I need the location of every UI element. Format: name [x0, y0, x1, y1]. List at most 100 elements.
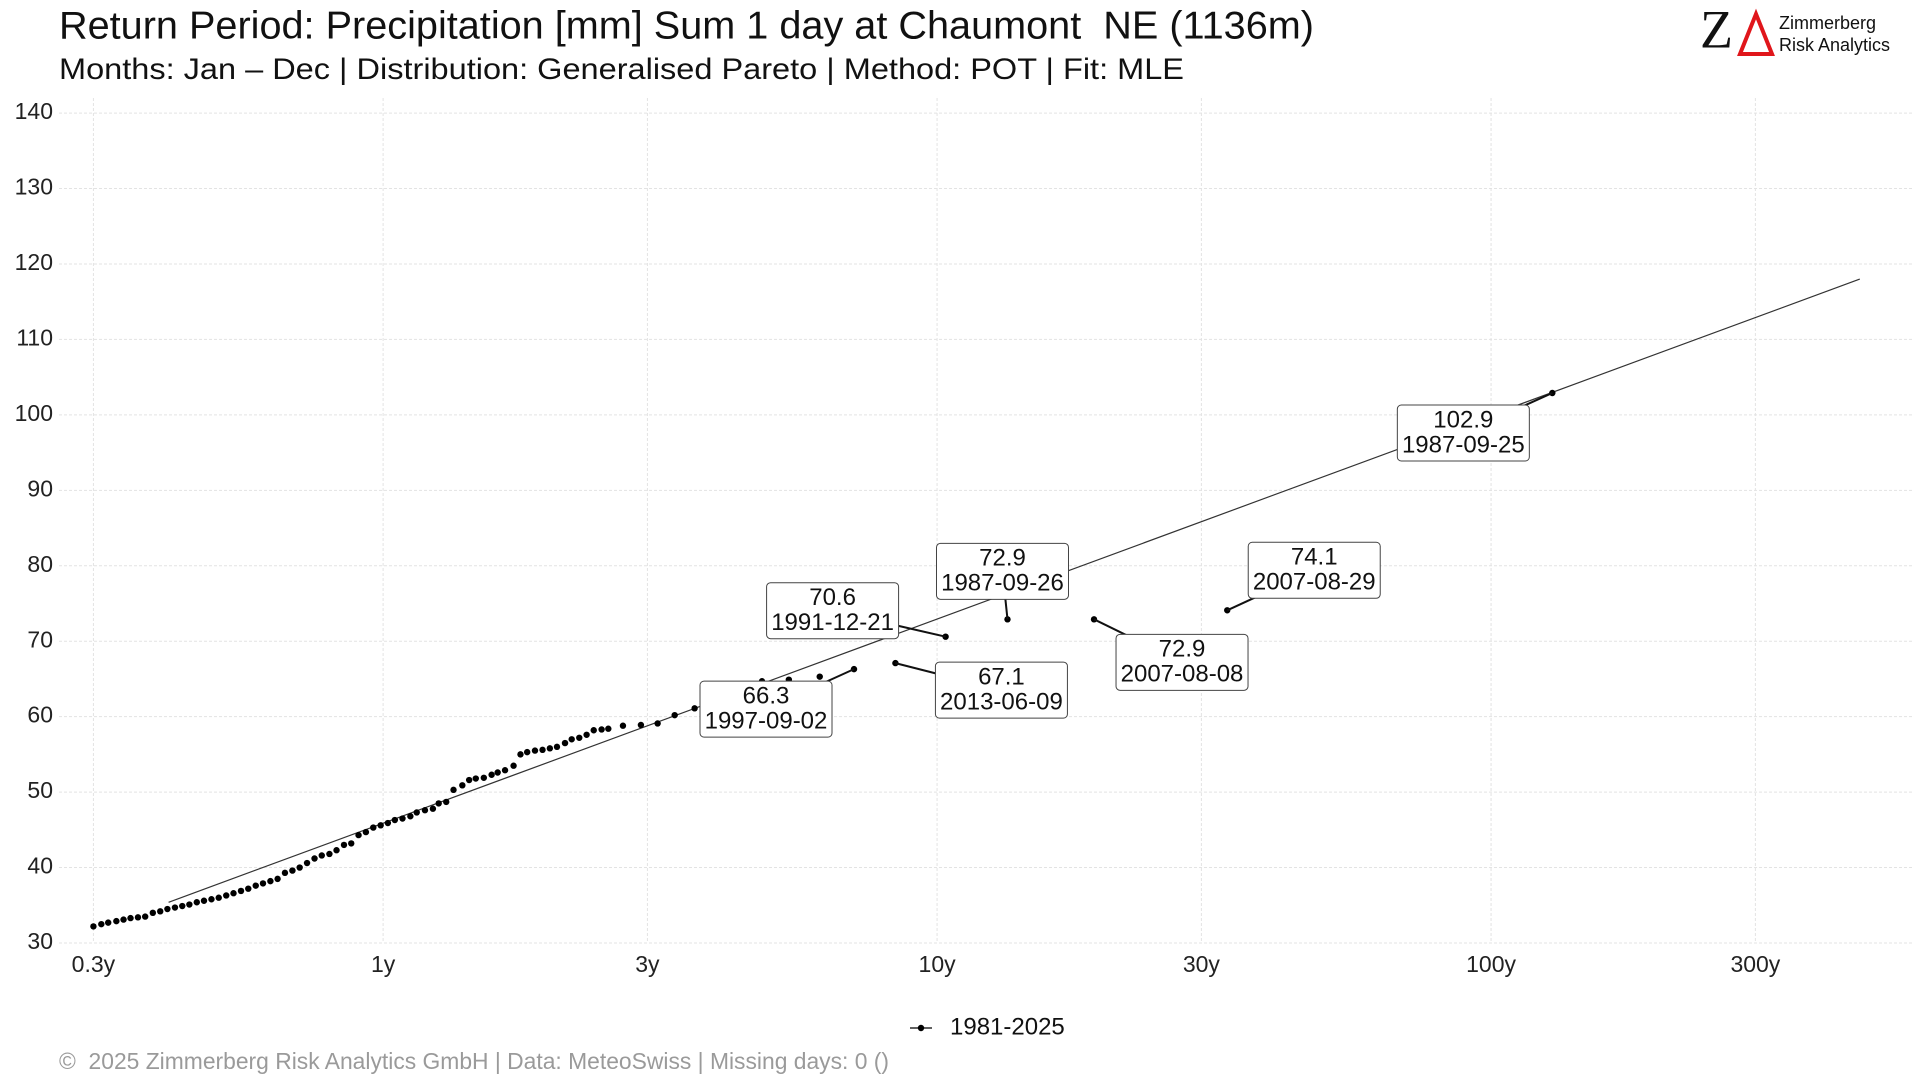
data-point	[303, 859, 311, 867]
annotation-date: 2013-06-09	[940, 688, 1063, 715]
y-tick-label: 130	[15, 174, 53, 200]
data-point	[149, 909, 157, 917]
data-point	[539, 746, 546, 754]
data-point	[568, 736, 575, 743]
data-point	[333, 847, 340, 854]
y-tick-label: 110	[16, 325, 53, 351]
logo-mark: Z	[1700, 0, 1733, 59]
data-point	[281, 869, 289, 877]
data-point	[435, 800, 442, 807]
data-point	[472, 775, 479, 782]
data-point	[370, 824, 377, 831]
data-point	[127, 914, 134, 922]
data-point	[259, 880, 267, 887]
data-point	[377, 822, 384, 829]
legend-label: 1981-2025	[950, 1013, 1065, 1040]
data-point	[637, 721, 645, 729]
data-point	[274, 875, 281, 883]
data-point	[208, 896, 215, 903]
data-point	[296, 864, 303, 871]
data-point	[90, 923, 97, 930]
y-tick-label: 90	[27, 475, 53, 501]
data-point	[654, 720, 661, 727]
annotation-date: 1997-09-02	[705, 707, 828, 734]
y-tick-label: 120	[15, 249, 53, 275]
data-point	[186, 901, 193, 908]
logo-line2: Risk Analytics	[1779, 35, 1890, 55]
data-point	[134, 914, 142, 921]
data-point	[561, 739, 569, 747]
logo-line1: Zimmerberg	[1779, 13, 1876, 33]
y-tick-label: 40	[27, 853, 53, 879]
annotation-value: 72.9	[1159, 636, 1206, 663]
y-tick-label: 80	[27, 551, 53, 577]
data-point	[517, 751, 524, 758]
annotation-date: 1991-12-21	[771, 609, 894, 636]
data-point	[459, 782, 466, 789]
data-point	[355, 831, 362, 839]
data-point	[252, 882, 259, 889]
x-tick-label: 10y	[919, 951, 957, 977]
data-point	[576, 734, 583, 741]
logo-triangle	[1737, 8, 1775, 56]
data-point	[105, 919, 112, 926]
data-point	[362, 828, 370, 836]
y-tick-label: 140	[15, 98, 53, 124]
data-point	[164, 905, 171, 913]
annotation-box	[766, 582, 900, 640]
y-tick-label: 30	[27, 928, 53, 954]
data-point	[348, 840, 355, 847]
data-point	[179, 902, 186, 910]
data-point	[391, 816, 399, 824]
data-point	[267, 877, 274, 885]
data-point	[546, 745, 554, 752]
data-point	[531, 747, 539, 754]
data-point	[215, 894, 222, 901]
y-tick-label: 50	[27, 777, 53, 803]
data-point	[501, 767, 509, 774]
data-point	[421, 807, 429, 814]
data-point	[200, 897, 208, 904]
data-point	[619, 722, 627, 729]
x-tick-label: 3y	[635, 951, 660, 977]
data-point	[816, 673, 823, 680]
chart-subtitle: Months: Jan – Dec | Distribution: Genera…	[59, 53, 1184, 86]
data-point	[223, 892, 230, 899]
data-point	[553, 743, 561, 751]
logo: Z Zimmerberg Risk Analytics	[1700, 0, 1890, 59]
data-point	[590, 727, 597, 734]
annotation-date: 1987-09-26	[941, 570, 1064, 597]
annotation-value: 67.1	[978, 663, 1025, 690]
footer: © 2025 Zimmerberg Risk Analytics GmbH | …	[59, 1048, 889, 1074]
data-point	[237, 887, 245, 895]
data-point	[399, 815, 406, 822]
legend-dot	[917, 1024, 925, 1032]
data-point	[340, 841, 348, 849]
y-tick-label: 70	[27, 626, 53, 652]
y-tick-label: 60	[27, 702, 53, 728]
x-tick-label: 100y	[1466, 951, 1516, 977]
data-point	[480, 774, 488, 781]
annotation-box	[935, 542, 1069, 600]
data-point	[384, 819, 392, 827]
annotation-date: 1987-09-25	[1402, 431, 1525, 458]
data-point	[318, 852, 325, 859]
annotation-value: 74.1	[1291, 544, 1338, 571]
data-point	[583, 731, 590, 738]
annotation-value: 72.9	[979, 545, 1026, 572]
data-point	[671, 711, 678, 719]
chart-title: Return Period: Precipitation [mm] Sum 1 …	[59, 4, 1314, 47]
annotation-value: 70.6	[809, 584, 856, 611]
data-point	[605, 725, 612, 732]
data-point	[98, 920, 105, 928]
x-tick-label: 1y	[371, 951, 396, 977]
data-point	[407, 813, 414, 820]
data-point	[443, 798, 450, 806]
data-point	[413, 809, 420, 816]
data-point	[326, 850, 333, 858]
data-point	[141, 913, 149, 920]
